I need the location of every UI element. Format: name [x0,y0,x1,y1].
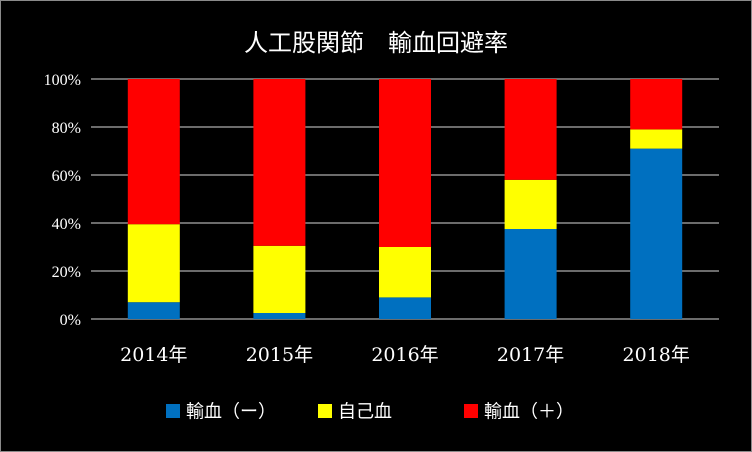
y-tick-label: 80% [52,120,81,137]
bar-segment-2-2015年 [253,245,306,313]
bar-segment-2-2014年 [127,224,180,303]
y-tick-label: 40% [52,216,81,233]
bar-segment-2-2016年 [379,247,431,298]
bar-segment-3-2014年 [127,79,180,225]
y-axis: 0% 20% 40% 60% 80% 100% [44,72,81,329]
legend-label: 輸血（＋） [484,402,574,423]
bar-segment-1-2015年 [253,313,306,319]
legend-label: 自己血 [338,402,392,423]
bars [127,79,683,319]
legend-swatch [166,404,180,418]
bar-segment-3-2016年 [379,79,431,247]
x-tick-label: 2016年 [371,344,438,366]
legend-swatch [318,404,332,418]
y-tick-label: 20% [52,264,81,281]
x-tick-label: 2017年 [497,344,564,366]
bar-segment-1-2016年 [379,297,431,319]
bar-segment-3-2015年 [253,79,306,246]
bar-segment-3-2017年 [504,79,557,180]
bar-segment-1-2014年 [127,302,180,319]
legend-label: 輸血（ー） [186,402,276,423]
x-axis: 2014年 2015年 2016年 2017年 2018年 [120,344,690,366]
y-tick-label: 0% [60,312,81,329]
x-tick-label: 2014年 [120,344,187,366]
y-tick-label: 60% [52,168,81,185]
bar-segment-2-2017年 [504,179,557,229]
legend: 輸血（ー） 自己血 輸血（＋） [166,402,574,423]
chart-title: 人工股関節 輸血回避率 [244,29,508,57]
y-tick-label: 100% [44,72,81,89]
legend-swatch [464,404,478,418]
bar-segment-2-2018年 [630,129,683,149]
x-tick-label: 2015年 [246,344,313,366]
bar-segment-3-2018年 [630,79,683,130]
bar-segment-1-2017年 [504,229,557,319]
bar-segment-1-2018年 [630,148,683,319]
x-tick-label: 2018年 [623,344,690,366]
